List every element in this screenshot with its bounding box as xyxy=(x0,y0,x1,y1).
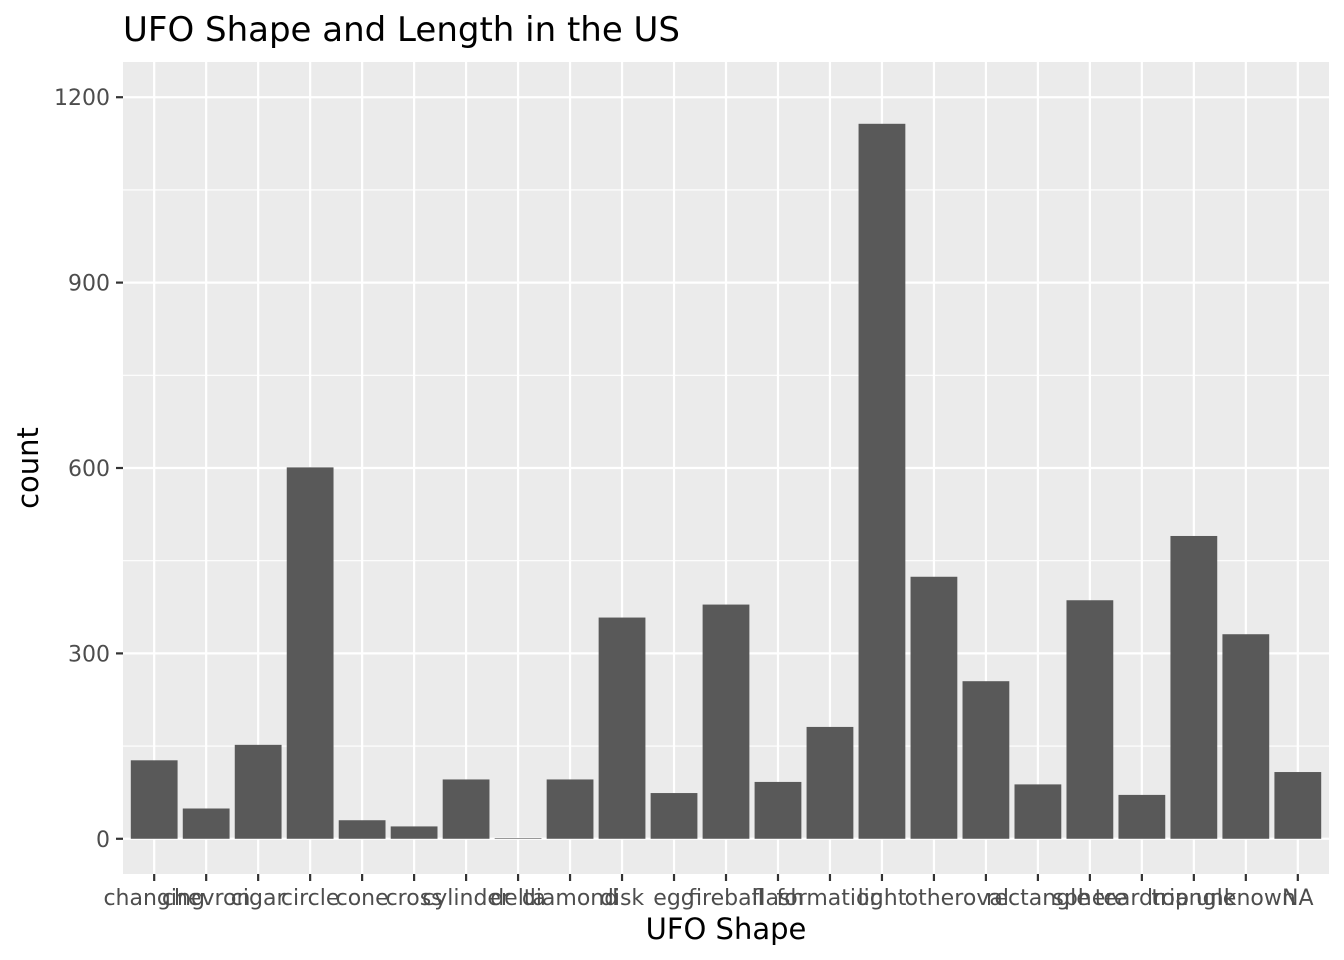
y-axis-title: count xyxy=(11,427,45,509)
bar-cigar xyxy=(234,744,282,839)
x-tick-label: rectangle xyxy=(986,886,1090,911)
bar-delta xyxy=(494,838,542,839)
bar-cone xyxy=(338,820,386,839)
bars xyxy=(130,123,1322,839)
bar-triangle xyxy=(1170,535,1218,839)
x-tick-label: egg xyxy=(653,886,694,911)
bar-flash xyxy=(754,781,802,839)
x-tick-label: oval xyxy=(963,886,1009,911)
y-tick-label: 600 xyxy=(68,457,110,482)
x-tick-label: triangle xyxy=(1151,886,1236,911)
bar-teardrop xyxy=(1118,794,1166,839)
x-tick-label: other xyxy=(905,886,965,911)
x-tick-label: light xyxy=(858,886,907,911)
chart-title: UFO Shape and Length in the US xyxy=(123,10,680,50)
x-tick-label: disk xyxy=(600,886,645,911)
x-tick-label: chevron xyxy=(162,886,251,911)
y-tick-label: 900 xyxy=(68,272,110,297)
x-tick-label: sphere xyxy=(1052,886,1127,911)
y-tick-label: 0 xyxy=(96,828,110,853)
y-tick-label: 300 xyxy=(68,642,110,667)
x-tick-label: cylinder xyxy=(422,886,511,911)
bar-chevron xyxy=(182,808,230,839)
x-tick-label: unknown xyxy=(1196,886,1296,911)
x-tick-label: formation xyxy=(777,886,884,911)
bar-egg xyxy=(650,793,698,839)
x-tick-label: NA xyxy=(1282,886,1314,911)
x-tick-label: delta xyxy=(490,886,546,911)
bar-NA xyxy=(1274,772,1322,839)
bar-light xyxy=(858,123,906,839)
x-axis-title: UFO Shape xyxy=(646,912,807,946)
x-tick-label: cross xyxy=(386,886,443,911)
x-tick-label: changing xyxy=(103,886,204,911)
bar-sphere xyxy=(1066,600,1114,839)
bar-disk xyxy=(598,617,646,839)
bar-fireball xyxy=(702,604,750,839)
bar-rectangle xyxy=(1014,784,1062,839)
x-axis: changingchevroncigarcircleconecrosscylin… xyxy=(103,874,1314,911)
bar-formation xyxy=(806,726,854,839)
bar-cylinder xyxy=(442,779,490,839)
x-tick-label: flash xyxy=(752,886,805,911)
x-tick-label: teardrop xyxy=(1095,886,1189,911)
x-tick-label: cigar xyxy=(231,886,287,911)
x-tick-label: circle xyxy=(281,886,340,911)
x-tick-label: fireball xyxy=(688,886,764,911)
bar-circle xyxy=(286,467,334,839)
bar-oval xyxy=(962,681,1010,839)
x-tick-label: cone xyxy=(336,886,389,911)
y-tick-label: 1200 xyxy=(54,86,110,111)
bar-unknown xyxy=(1222,634,1270,839)
bar-changing xyxy=(130,760,178,839)
bar-cross xyxy=(390,826,438,839)
bar-other xyxy=(910,576,958,839)
x-tick-label: diamond xyxy=(522,886,618,911)
bar-diamond xyxy=(546,779,594,839)
y-axis: 0 300 600 900 1200 xyxy=(54,86,123,853)
